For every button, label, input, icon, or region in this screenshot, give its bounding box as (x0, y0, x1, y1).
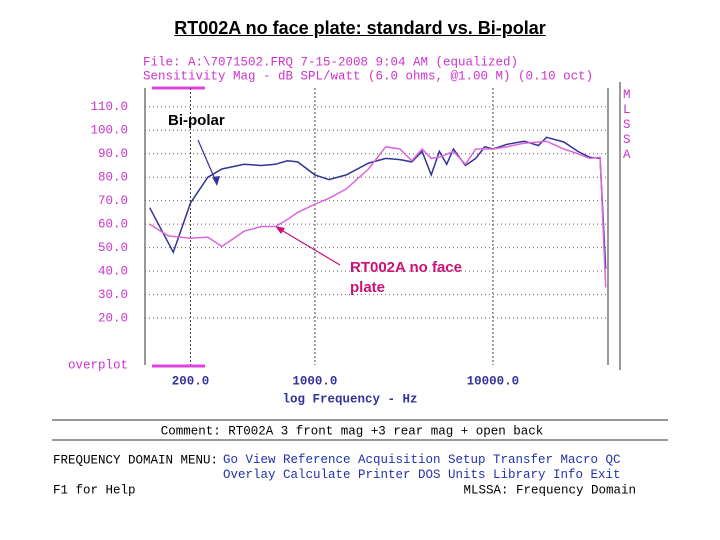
menu-item[interactable]: Calculate (283, 468, 351, 482)
x-axis-label: log Frequency - Hz (282, 392, 417, 406)
y-tick-label: 50.0 (98, 241, 128, 255)
series-label: Bi-polar (168, 112, 225, 129)
menu-item[interactable]: DOS (418, 468, 441, 482)
series-line (149, 136, 607, 269)
menu-item[interactable]: Go (223, 453, 238, 467)
menu-item[interactable]: Reference (283, 453, 351, 467)
corner-label: overplot (68, 358, 128, 372)
y-tick-label: 60.0 (98, 217, 128, 231)
y-tick-label: 70.0 (98, 194, 128, 208)
series-label: RT002A no face plate (350, 259, 462, 296)
menu-item[interactable]: Info (553, 468, 583, 482)
annotation-arrow (197, 139, 218, 185)
subtitle: Sensitivity Mag - dB SPL/watt (6.0 ohms,… (143, 69, 593, 83)
menu-item[interactable]: Exit (591, 468, 621, 482)
y-tick-label: 80.0 (98, 171, 128, 185)
y-tick-label: 110.0 (90, 100, 128, 114)
menu-row: Go View Reference Acquisition Setup Transfer M… (223, 453, 621, 467)
arrow-head (212, 176, 220, 186)
menu-item[interactable]: Units (448, 468, 486, 482)
menu-item[interactable]: View (246, 453, 277, 467)
menu-row: Overlay Calculate Printer DOS Units Library In… (223, 468, 621, 482)
menu-item[interactable]: Printer (358, 468, 411, 482)
status: MLSSA: Frequency Domain (463, 483, 636, 497)
series-line (149, 140, 607, 288)
menu-item[interactable]: QC (606, 453, 621, 467)
comment: Comment: RT002A 3 front mag +3 rear mag … (161, 424, 544, 438)
menu-item[interactable]: Overlay (223, 468, 276, 482)
x-tick-label: 200.0 (172, 374, 210, 388)
menu-item[interactable]: Macro (561, 453, 599, 467)
annotation-arrow (277, 227, 341, 266)
side-label: MLSSA (623, 88, 631, 162)
arrow-head (275, 226, 285, 234)
x-tick-label: 10000.0 (467, 374, 520, 388)
y-tick-label: 20.0 (98, 311, 128, 325)
x-tick-label: 1000.0 (292, 374, 337, 388)
menu-item[interactable]: Transfer (493, 453, 553, 467)
menu-label: FREQUENCY DOMAIN MENU: (53, 453, 218, 467)
y-tick-label: 40.0 (98, 264, 128, 278)
y-tick-label: 30.0 (98, 288, 128, 302)
chart-title: RT002A no face plate: standard vs. Bi-po… (174, 18, 546, 38)
y-tick-label: 100.0 (90, 124, 128, 138)
menu-item[interactable]: Library (493, 468, 546, 482)
menu-item[interactable]: Acquisition (358, 453, 441, 467)
file-line: File: A:\7071502.FRQ 7-15-2008 9:04 AM (… (143, 55, 518, 69)
help: F1 for Help (53, 483, 136, 497)
y-tick-label: 90.0 (98, 147, 128, 161)
menu-item[interactable]: Setup (448, 453, 486, 467)
